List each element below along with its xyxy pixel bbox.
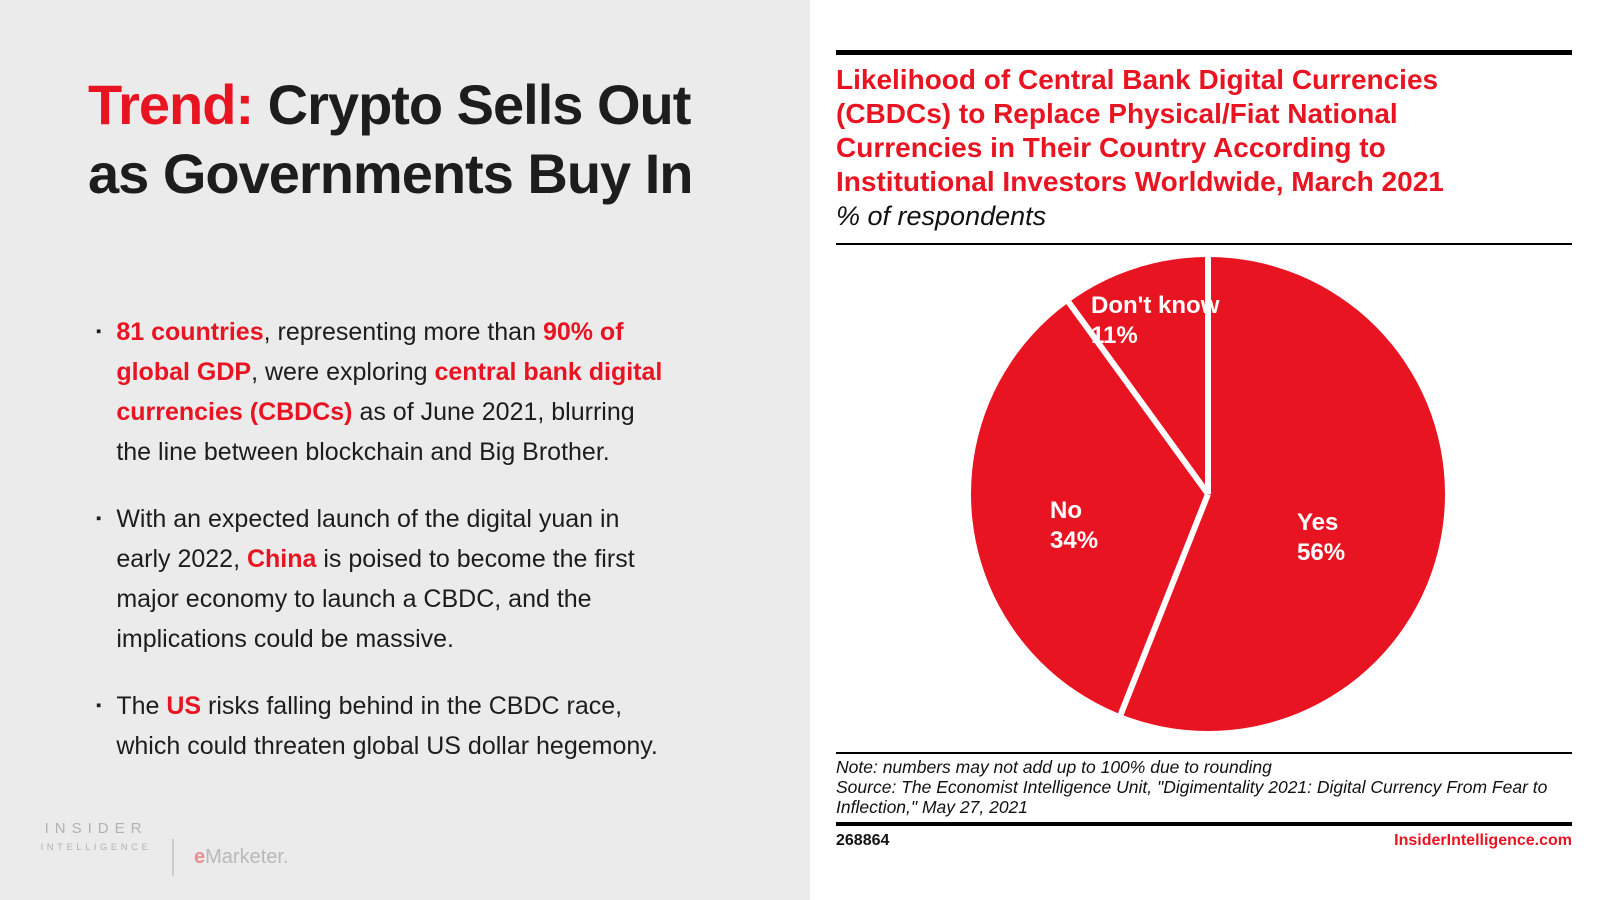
bullet-square-icon: ▪ — [96, 510, 102, 527]
chart-title-line: Institutional Investors Worldwide, March… — [836, 166, 1444, 197]
slide-title-highlight: Trend: — [88, 73, 254, 136]
bullet-text: With an expected launch of the digital y… — [116, 505, 635, 653]
chart-id-number: 268864 — [836, 832, 890, 849]
bullet-text: The US risks falling behind in the CBDC … — [116, 692, 658, 760]
pie-label-yes-text: Yes — [1297, 509, 1339, 536]
slide-title-line1: Trend: Crypto Sells Out — [88, 70, 693, 139]
pie-label-dont-know-text: Don't know — [1091, 292, 1220, 319]
left-panel: Trend: Crypto Sells Out as Governments B… — [0, 0, 810, 900]
chart-subtitle-rule — [836, 243, 1572, 245]
chart-bottom-rule — [836, 822, 1572, 826]
pie-label-dont-know: Don't know 11% — [1091, 291, 1219, 351]
pie-label-no-text: No — [1050, 497, 1082, 524]
bullet-item: ▪ 81 countries, representing more than 90… — [96, 312, 744, 472]
bullet-square-icon: ▪ — [96, 323, 102, 340]
emarketer-logo-e: e — [194, 846, 206, 868]
chart-top-rule — [836, 50, 1572, 55]
pie-label-yes-value: 56% — [1297, 539, 1346, 566]
bullet-text: 81 countries, representing more than 90%… — [116, 318, 663, 466]
chart-title-line: Currencies in Their Country According to — [836, 132, 1386, 163]
pie-label-no-value: 34% — [1050, 527, 1099, 554]
chart-note: Note: numbers may not add up to 100% due… — [836, 757, 1272, 777]
slide-title: Trend: Crypto Sells Out as Governments B… — [88, 70, 694, 208]
pie-label-dont-know-value: 11% — [1091, 322, 1138, 349]
insider-logo-text: INSIDER — [44, 820, 148, 837]
chart-title-line: (CBDCs) to Replace Physical/Fiat Nationa… — [836, 98, 1398, 129]
bullet-square-icon: ▪ — [96, 697, 102, 714]
pie-label-yes: Yes 56% — [1297, 508, 1345, 568]
logo-divider — [172, 839, 174, 876]
chart-title-line: Likelihood of Central Bank Digital Curre… — [836, 64, 1439, 95]
insider-intelligence-url: InsiderIntelligence.com — [1394, 832, 1572, 849]
chart-subtitle: % of respondents — [836, 201, 1047, 231]
bullet-item: ▪ The US risks falling behind in the CBDC… — [96, 686, 744, 766]
bullet-item: ▪ With an expected launch of the digital … — [96, 499, 744, 659]
pie-chart-svg — [971, 257, 1445, 731]
emarketer-logo-rest: Marketer. — [205, 846, 289, 868]
slide-title-line1-rest: Crypto Sells Out — [253, 73, 692, 136]
chart-note-rule — [836, 752, 1572, 754]
pie-label-no: No 34% — [1050, 496, 1098, 556]
insider-intelligence-logo: INSIDER INTELLIGENCE — [30, 820, 162, 853]
emarketer-logo: eMarketer. — [194, 846, 288, 869]
chart-title: Likelihood of Central Bank Digital Curre… — [836, 63, 1572, 199]
chart-source: Source: The Economist Intelligence Unit,… — [836, 777, 1548, 817]
bullet-list: ▪ 81 countries, representing more than 90… — [96, 312, 744, 793]
intelligence-logo-text: INTELLIGENCE — [40, 842, 152, 853]
slide-title-line2: as Governments Buy In — [88, 142, 694, 205]
